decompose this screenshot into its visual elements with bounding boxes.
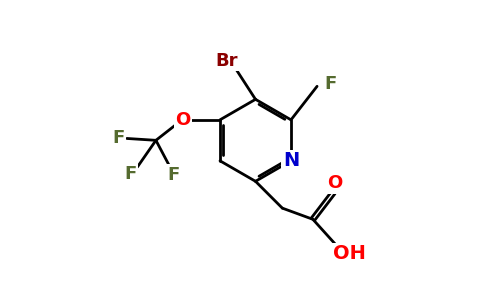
Text: O: O [175, 111, 190, 129]
Text: F: F [113, 130, 125, 148]
Text: F: F [167, 166, 180, 184]
Text: N: N [283, 151, 299, 170]
Text: Br: Br [215, 52, 238, 70]
Text: F: F [324, 75, 336, 93]
Text: F: F [124, 165, 136, 183]
Text: OH: OH [333, 244, 365, 263]
Text: O: O [328, 174, 343, 192]
